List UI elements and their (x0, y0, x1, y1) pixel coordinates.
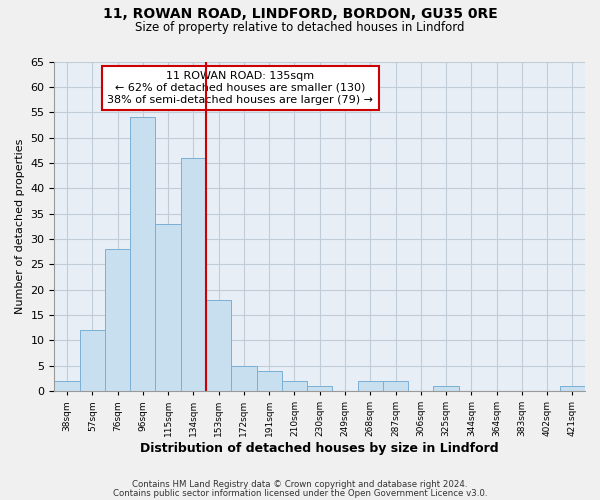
Bar (105, 249, 130, 391)
Bar (307, 386, 332, 391)
Bar (130, 118, 155, 391)
Text: 11, ROWAN ROAD, LINDFORD, BORDON, GU35 0RE: 11, ROWAN ROAD, LINDFORD, BORDON, GU35 0… (103, 8, 497, 22)
Bar (80, 330, 105, 391)
X-axis label: Distribution of detached houses by size in Lindford: Distribution of detached houses by size … (140, 442, 499, 455)
Bar (358, 381, 383, 391)
Bar (257, 371, 282, 391)
Text: 11 ROWAN ROAD: 135sqm
← 62% of detached houses are smaller (130)
38% of semi-det: 11 ROWAN ROAD: 135sqm ← 62% of detached … (107, 72, 373, 104)
Bar (560, 386, 585, 391)
Bar (282, 381, 307, 391)
Bar (383, 381, 408, 391)
Bar (181, 158, 206, 391)
Bar (433, 386, 458, 391)
Bar (231, 366, 257, 391)
Bar (55, 381, 80, 391)
Y-axis label: Number of detached properties: Number of detached properties (15, 138, 25, 314)
Text: Contains public sector information licensed under the Open Government Licence v3: Contains public sector information licen… (113, 489, 487, 498)
Text: Size of property relative to detached houses in Lindford: Size of property relative to detached ho… (135, 21, 465, 34)
Bar (206, 300, 231, 391)
Text: Contains HM Land Registry data © Crown copyright and database right 2024.: Contains HM Land Registry data © Crown c… (132, 480, 468, 489)
Bar (155, 224, 181, 391)
